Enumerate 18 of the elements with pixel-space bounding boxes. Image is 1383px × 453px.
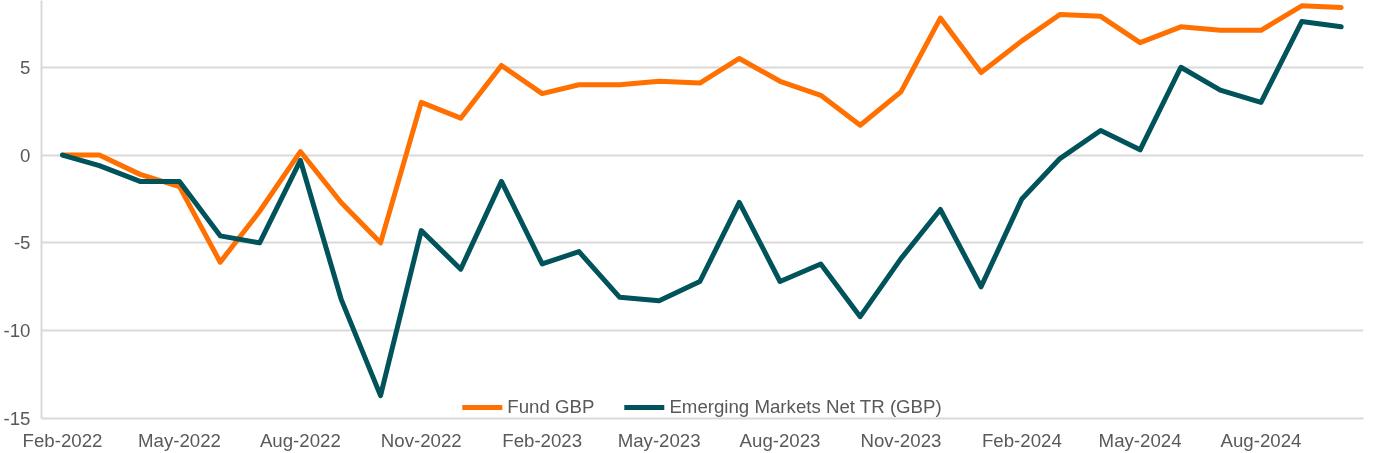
x-tick-label: Aug-2023 [739, 429, 821, 451]
x-tick-label: Feb-2022 [22, 429, 103, 451]
y-tick-label: 5 [20, 56, 31, 78]
x-tick-label: Nov-2022 [380, 429, 462, 451]
y-tick-label: -10 [3, 320, 31, 342]
x-tick-label: Nov-2023 [860, 429, 942, 451]
y-tick-label: 0 [20, 144, 31, 166]
x-tick-label: May-2024 [1098, 429, 1182, 451]
x-tick-label: May-2022 [138, 429, 221, 451]
x-tick-label: Feb-2023 [502, 429, 583, 451]
y-tick-label: -15 [3, 408, 31, 429]
x-tick-label: May-2023 [617, 429, 701, 451]
legend-label: Fund GBP [507, 396, 595, 418]
legend-label: Emerging Markets Net TR (GBP) [669, 396, 942, 418]
x-tick-label: Aug-2022 [259, 429, 341, 451]
x-tick-label: Aug-2024 [1220, 429, 1302, 451]
x-tick-label: Feb-2024 [981, 429, 1062, 451]
y-tick-label: -5 [13, 232, 31, 254]
